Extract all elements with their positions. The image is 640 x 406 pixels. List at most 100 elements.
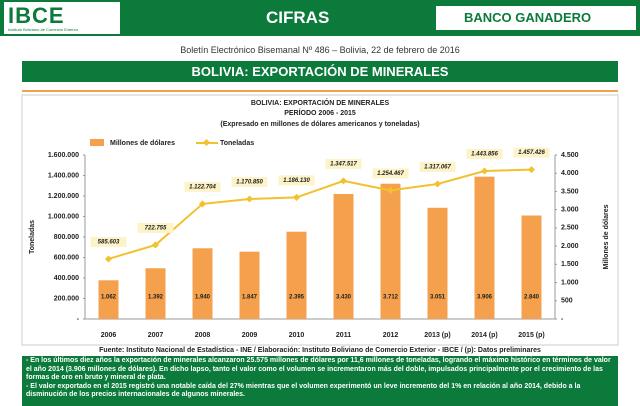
bar-value-label: 3.051	[430, 295, 446, 301]
line-value-label: 1.457.426	[518, 150, 545, 156]
bar	[145, 268, 166, 319]
label-box	[184, 181, 221, 192]
y2-tick-label: 1.500	[561, 261, 579, 268]
bar	[286, 231, 307, 319]
y-tick-label: 200.000	[54, 295, 79, 302]
x-tick-label: 2007	[148, 332, 164, 339]
bulletin: Boletín Electrónico Bisemanal Nº 486 – B…	[180, 45, 460, 55]
logo: IBCE	[8, 3, 65, 28]
bar	[521, 215, 542, 319]
bar-value-label: 1.940	[195, 295, 211, 301]
legend-swatch	[90, 139, 104, 146]
y2-tick-label: 4.500	[561, 152, 579, 159]
x-tick-label: 2013 (p)	[424, 332, 450, 339]
y2-tick-label: 500	[561, 298, 573, 305]
bar-value-label: 1.847	[242, 295, 258, 301]
banner: BOLIVIA: EXPORTACIÓN DE MINERALES	[22, 61, 618, 82]
label-box	[231, 176, 268, 187]
note: - El valor exportado en el 2015 registró…	[26, 382, 581, 399]
x-tick-label: 2010	[289, 332, 305, 339]
legend-marker	[202, 138, 211, 147]
bar-value-label: 3.712	[383, 295, 399, 301]
label-box	[325, 158, 362, 169]
line-value-label: 1.186.130	[283, 178, 310, 184]
line-value-label: 1.443.856	[471, 152, 498, 158]
line-value-label: 1.170.850	[236, 180, 263, 186]
legend-label: Millones de dólares	[110, 140, 175, 147]
bar	[427, 207, 448, 319]
x-tick-label: 2014 (p)	[471, 332, 497, 339]
x-tick-label: 2008	[195, 332, 211, 339]
label-box	[90, 236, 127, 247]
y-tick-label: 600.000	[54, 254, 79, 261]
chart-frame	[21, 94, 619, 346]
bar	[333, 193, 354, 319]
y2-tick-label: 3.500	[561, 188, 579, 195]
line-value-label: 1.254.467	[377, 171, 404, 177]
y-tick-label: 1.400.000	[48, 172, 79, 179]
x-tick-label: 2009	[242, 332, 258, 339]
bar	[474, 176, 495, 319]
y-tick-label: 800.000	[54, 234, 79, 241]
line	[108, 168, 532, 260]
line-marker	[433, 180, 442, 188]
y2-tick-label: 2.000	[561, 243, 579, 250]
y-axis-title: Toneladas	[29, 220, 36, 254]
label-box	[137, 222, 174, 233]
bar-value-label: 2.395	[289, 295, 305, 301]
divider	[22, 90, 618, 92]
line-marker	[527, 166, 536, 174]
line-marker	[339, 177, 348, 185]
bar-value-label: 3.906	[477, 295, 493, 301]
logo-subtitle: Instituto Boliviano de Comercio Exterior	[8, 27, 79, 32]
section: CIFRAS	[266, 8, 330, 27]
line-marker	[480, 167, 489, 175]
y2-tick-label: 2.500	[561, 225, 579, 232]
sponsor-box: BANCO GANADERO	[436, 6, 636, 30]
sponsor: BANCO GANADERO	[464, 10, 592, 25]
bar-value-label: 1.392	[148, 295, 164, 301]
y2-tick-label: 1.000	[561, 279, 579, 286]
line-value-label: 1.317.067	[424, 165, 451, 171]
y-tick-label: 1.600.000	[48, 152, 79, 159]
y2-axis-title: Millones de dólares	[603, 204, 610, 269]
bar	[98, 280, 119, 319]
y2-tick-label: 3.000	[561, 207, 579, 214]
y-tick-label: -	[77, 316, 80, 323]
x-tick-label: 2015 (p)	[518, 332, 544, 339]
bar	[192, 248, 213, 319]
label-box	[372, 168, 409, 179]
y2-tick-label: -	[561, 316, 564, 323]
line-value-label: 1.122.704	[189, 185, 216, 191]
bar	[380, 183, 401, 319]
line-value-label: 722.755	[145, 225, 167, 231]
chart-title: BOLIVIA: EXPORTACIÓN DE MINERALES	[251, 98, 390, 107]
y-tick-label: 1.000.000	[48, 213, 79, 220]
label-box	[466, 149, 503, 160]
notes: - En los últimos diez años la exportació…	[22, 356, 618, 406]
line-marker	[104, 255, 113, 263]
x-tick-label: 2006	[101, 332, 117, 339]
chart-subtitle: PERÍODO 2006 - 2015	[284, 108, 356, 117]
logo-box: IBCE Instituto Boliviano de Comercio Ext…	[4, 2, 120, 34]
label-box	[419, 162, 456, 173]
line-value-label: 1.347.517	[330, 161, 357, 167]
bar-value-label: 1.062	[101, 295, 117, 301]
line-marker	[198, 200, 207, 208]
y2-tick-label: 4.000	[561, 170, 579, 177]
chart-note: (Expresado en millones de dólares americ…	[220, 121, 419, 128]
label-box	[513, 147, 550, 158]
line-value-label: 585.603	[98, 240, 120, 246]
label-box	[278, 175, 315, 186]
bar-value-label: 3.430	[336, 295, 352, 301]
bar-value-label: 2.840	[524, 295, 540, 301]
y-tick-label: 400.000	[54, 275, 79, 282]
legend-label: Toneladas	[220, 140, 254, 147]
y-tick-label: 1.200.000	[48, 193, 79, 200]
line-marker	[245, 195, 254, 203]
source: Fuente: Instituto Nacional de Estadístic…	[99, 347, 541, 354]
line-marker	[386, 186, 395, 194]
note: - En los últimos diez años la exportació…	[26, 357, 611, 381]
